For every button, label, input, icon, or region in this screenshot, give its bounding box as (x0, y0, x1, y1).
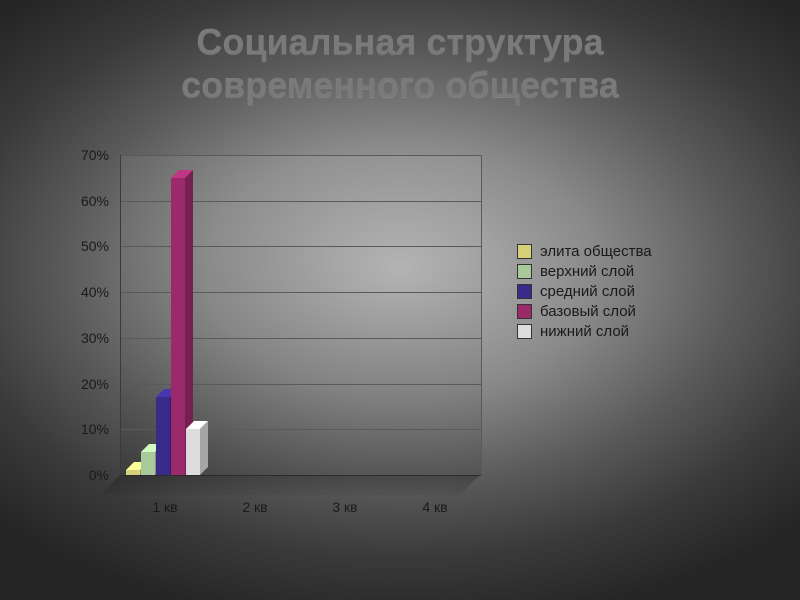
legend-label: средний слой (540, 283, 635, 300)
bar-side (200, 421, 208, 475)
y-tick-label: 0% (89, 467, 109, 483)
bar (171, 178, 185, 475)
bar-front (171, 178, 185, 475)
plot-area (120, 155, 482, 476)
legend-item: верхний слой (517, 263, 652, 280)
legend-item: нижний слой (517, 323, 652, 340)
bar-front (141, 452, 155, 475)
legend-swatch (517, 284, 532, 299)
legend-item: средний слой (517, 283, 652, 300)
y-tick-label: 50% (81, 238, 109, 254)
legend-swatch (517, 244, 532, 259)
legend: элита общества верхний слой средний слой ба… (505, 230, 664, 353)
x-tick-label: 3 кв (332, 499, 357, 515)
x-axis: 1 кв 2 кв 3 кв 4 кв (120, 499, 480, 523)
bar-front (156, 397, 170, 475)
legend-swatch (517, 324, 532, 339)
y-tick-label: 70% (81, 147, 109, 163)
y-tick-label: 30% (81, 330, 109, 346)
legend-swatch (517, 304, 532, 319)
legend-label: элита общества (540, 243, 652, 260)
legend-item: элита общества (517, 243, 652, 260)
gridline (121, 155, 481, 156)
legend-label: верхний слой (540, 263, 634, 280)
y-tick-label: 40% (81, 284, 109, 300)
legend-label: нижний слой (540, 323, 629, 340)
bar (156, 397, 170, 475)
legend-label: базовый слой (540, 303, 636, 320)
bar (186, 429, 200, 475)
y-tick-label: 20% (81, 376, 109, 392)
x-tick-label: 4 кв (422, 499, 447, 515)
title-line-2: современного общества (181, 64, 619, 105)
bar-front (186, 429, 200, 475)
x-tick-label: 2 кв (242, 499, 267, 515)
x-tick-label: 1 кв (152, 499, 177, 515)
slide-title: Социальная структура современного общест… (0, 20, 800, 106)
bar (141, 452, 155, 475)
legend-swatch (517, 264, 532, 279)
title-line-1: Социальная структура (196, 21, 603, 62)
y-tick-label: 10% (81, 421, 109, 437)
chart: 0%10%20%30%40%50%60%70% 1 кв2 кв3 кв4 кв… (60, 155, 740, 535)
y-axis: 0%10%20%30%40%50%60%70% (60, 155, 115, 475)
plot-floor (100, 475, 480, 495)
slide: Социальная структура современного общест… (0, 0, 800, 600)
legend-item: базовый слой (517, 303, 652, 320)
y-tick-label: 60% (81, 193, 109, 209)
